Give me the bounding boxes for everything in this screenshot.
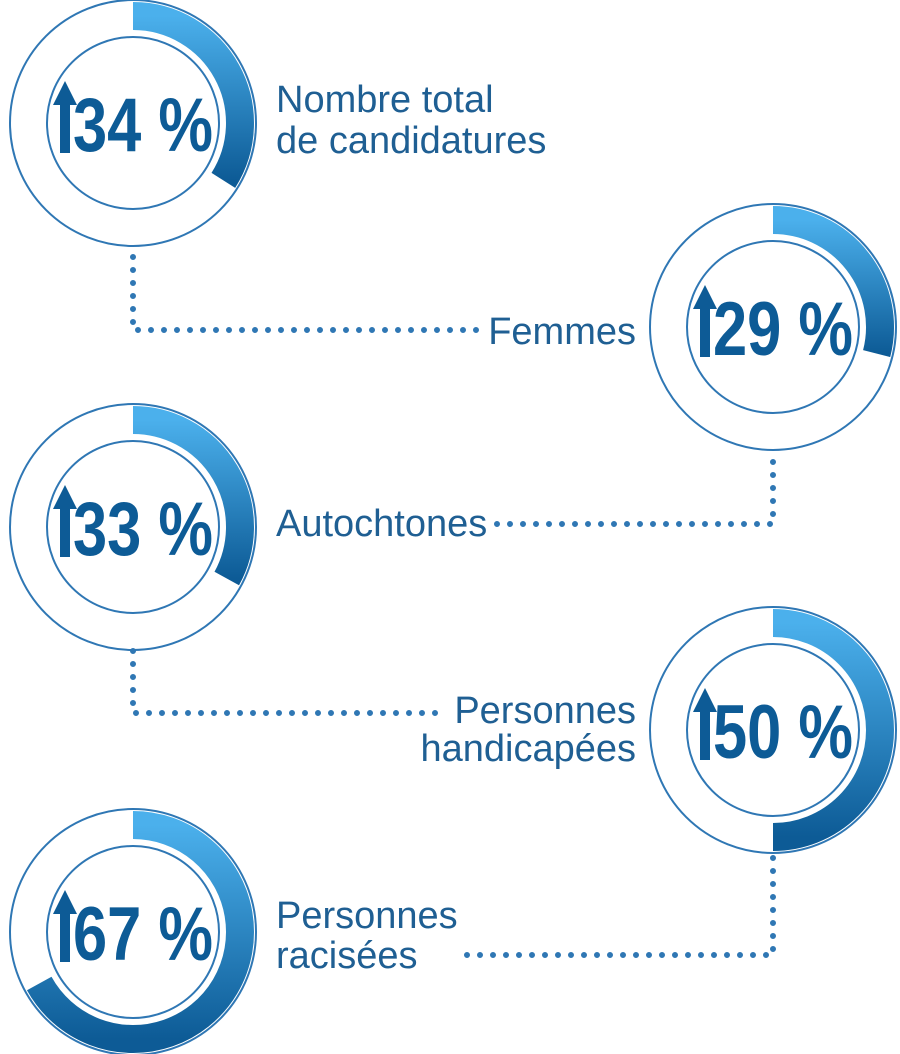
up-arrow-icon <box>53 485 77 557</box>
up-arrow-icon <box>693 285 717 357</box>
stat-label-line: Autochtones <box>276 503 487 545</box>
outer-ring <box>9 403 257 651</box>
connector-2-3 <box>489 459 776 527</box>
percentage-value: 34 % <box>73 83 213 168</box>
progress-arc <box>132 2 254 188</box>
inner-ring <box>46 36 220 210</box>
percentage-value: 67 % <box>73 892 213 977</box>
inner-ring <box>46 845 220 1019</box>
stat-item: 33 % Autochtones <box>9 403 487 651</box>
percentage-value: 50 % <box>713 690 853 775</box>
progress-arc <box>772 206 894 358</box>
stat-item: 29 % Femmes <box>488 203 897 451</box>
connector-3-4 <box>130 648 443 716</box>
progress-arc <box>26 811 254 1053</box>
up-arrow-icon <box>53 81 77 153</box>
inner-ring <box>686 240 860 414</box>
stat-label-line: racisées <box>276 935 418 977</box>
stat-label-line: Nombre total <box>276 79 494 121</box>
outer-ring <box>649 606 897 854</box>
inner-ring <box>46 440 220 614</box>
up-arrow-icon <box>693 688 717 760</box>
progress-arc <box>772 609 894 851</box>
stat-label-line: de candidatures <box>276 120 546 162</box>
outer-ring <box>9 0 257 247</box>
up-arrow-icon <box>53 890 77 962</box>
outer-ring <box>9 808 257 1054</box>
percentage-value: 33 % <box>73 487 213 572</box>
connector-4-5 <box>455 855 776 958</box>
stat-label-line: Femmes <box>488 311 636 353</box>
inner-ring <box>686 643 860 817</box>
connectors <box>130 254 776 958</box>
stat-label-line: Personnes <box>454 690 636 732</box>
percentage-value: 29 % <box>713 287 853 372</box>
stat-label-line: handicapées <box>420 728 636 770</box>
progress-arc <box>132 406 254 586</box>
connector-1-2 <box>130 254 488 333</box>
outer-ring <box>649 203 897 451</box>
stat-label-line: Personnes <box>276 895 458 937</box>
